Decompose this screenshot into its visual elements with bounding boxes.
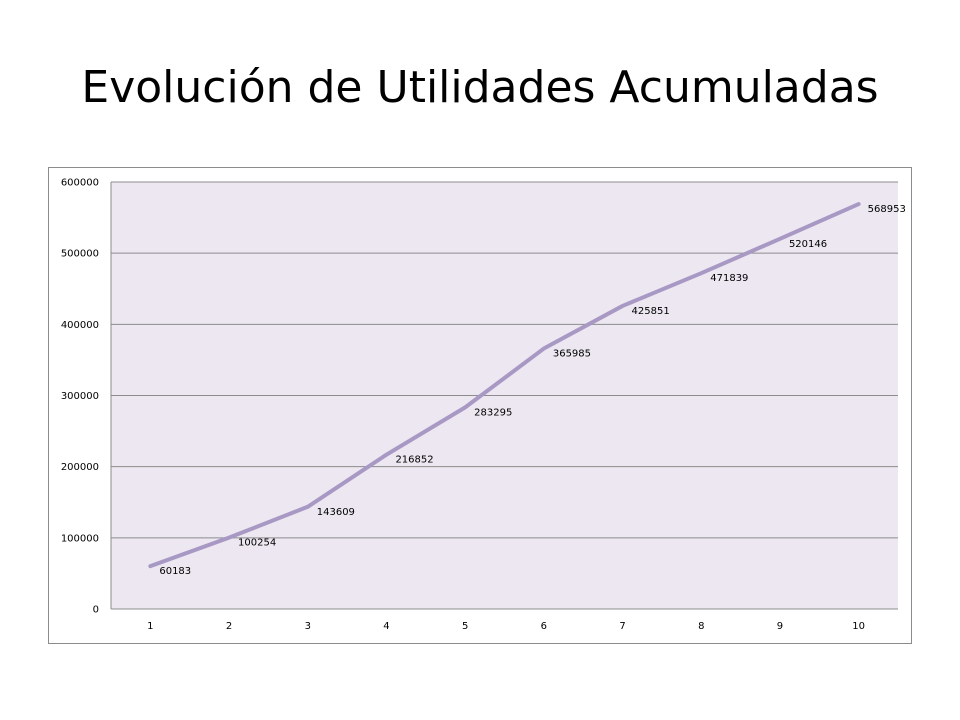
- data-label: 100254: [238, 538, 276, 549]
- y-tick-label: 200000: [61, 462, 99, 473]
- y-tick-label: 500000: [61, 249, 99, 260]
- line-chart: 0 100000 200000 300000 400000 500000 600000 1 2 3…: [61, 178, 906, 633]
- y-tick-label: 400000: [61, 320, 99, 331]
- x-tick-label: 4: [383, 621, 389, 632]
- data-label: 143609: [317, 507, 355, 518]
- x-tick-label: 7: [619, 621, 625, 632]
- x-tick-label: 2: [226, 621, 232, 632]
- data-label: 365985: [553, 349, 591, 360]
- x-tick-label: 10: [852, 621, 865, 632]
- y-tick-label: 300000: [61, 391, 99, 402]
- y-tick-label: 600000: [61, 178, 99, 189]
- data-label: 60183: [159, 566, 191, 577]
- series-line: [148, 202, 861, 569]
- x-tick-label: 1: [147, 621, 153, 632]
- x-tick-label: 8: [698, 621, 704, 632]
- x-tick-label: 3: [305, 621, 311, 632]
- chart-frame: 0 100000 200000 300000 400000 500000 600000 1 2 3…: [48, 167, 912, 644]
- y-tick-label: 100000: [61, 533, 99, 544]
- data-label: 520146: [789, 239, 827, 250]
- x-tick-label: 5: [462, 621, 468, 632]
- data-label: 568953: [868, 204, 906, 215]
- x-tick-label: 6: [541, 621, 547, 632]
- x-tick-label: 9: [777, 621, 783, 632]
- data-label: 425851: [632, 306, 670, 317]
- y-tick-label: 0: [93, 605, 99, 616]
- data-label: 283295: [474, 407, 512, 418]
- data-label: 471839: [710, 273, 748, 284]
- data-label: 216852: [395, 455, 433, 466]
- slide-title: Evolución de Utilidades Acumuladas: [81, 62, 879, 113]
